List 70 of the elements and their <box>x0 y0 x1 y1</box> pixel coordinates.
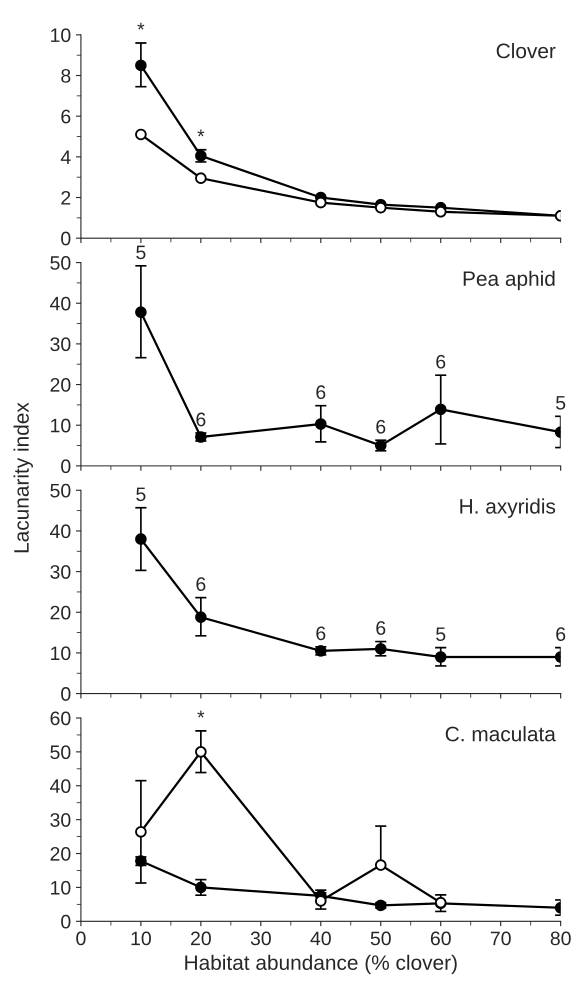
chart-title: Pea aphid <box>464 270 555 290</box>
chart-title: C. maculata <box>446 726 556 742</box>
y-tick-label: 60 <box>50 711 70 726</box>
point <box>195 746 207 758</box>
annotation: * <box>197 130 204 136</box>
point <box>135 306 147 318</box>
y-tick-label: 10 <box>51 28 70 42</box>
y-axis-title: Lacunarity index <box>14 402 33 552</box>
x-tick-label: 30 <box>250 932 271 946</box>
annotation: 6 <box>316 626 326 640</box>
y-tick-label: 2 <box>61 190 70 205</box>
x-tick-label: 60 <box>430 932 451 946</box>
annotation: 5 <box>436 627 446 642</box>
x-tick-label: 20 <box>191 932 211 946</box>
x-tick-label: 80 <box>550 932 571 946</box>
y-tick-label: 40 <box>50 779 70 793</box>
x-axis-title: Habitat abundance (% clover) <box>185 954 457 974</box>
y-tick-label: 0 <box>61 459 70 474</box>
y-tick-label: 30 <box>50 565 70 579</box>
y-tick-label: 20 <box>50 846 70 861</box>
point <box>195 172 207 184</box>
x-tick-label: 10 <box>132 932 151 946</box>
y-tick-label: 50 <box>50 484 70 498</box>
annotation: 6 <box>436 354 446 369</box>
annotation: 6 <box>376 420 386 434</box>
y-tick-label: 4 <box>60 150 71 164</box>
x-tick-label: 40 <box>310 932 331 946</box>
y-tick-label: 20 <box>50 378 70 392</box>
annotation: 6 <box>196 577 206 592</box>
chart-title: Clover <box>496 42 556 58</box>
point <box>195 611 207 623</box>
y-tick-label: 30 <box>50 337 70 352</box>
annotation: 5 <box>136 246 146 260</box>
y-tick-label: 50 <box>50 745 70 760</box>
y-tick-label: 6 <box>61 110 70 124</box>
annotation: 6 <box>376 621 386 635</box>
point <box>315 418 327 430</box>
point <box>434 651 446 663</box>
y-tick-label: 0 <box>61 687 70 701</box>
x-tick-label: 50 <box>370 932 391 946</box>
y-tick-label: 0 <box>61 914 70 929</box>
point <box>374 859 387 871</box>
annotation: 6 <box>556 627 566 642</box>
y-tick-label: 50 <box>50 256 70 270</box>
y-tick-label: 8 <box>61 68 70 83</box>
x-tick-label: 70 <box>490 932 511 946</box>
y-tick-label: 10 <box>51 646 70 660</box>
point <box>135 533 147 545</box>
point <box>135 60 147 72</box>
annotation: 5 <box>136 488 146 502</box>
y-tick-label: 40 <box>50 524 70 538</box>
y-tick-label: 10 <box>51 418 70 432</box>
point <box>374 643 387 655</box>
annotation: 6 <box>316 385 326 400</box>
y-tick-label: 20 <box>50 606 70 620</box>
annotation: 6 <box>196 412 206 426</box>
y-tick-label: 40 <box>50 296 70 310</box>
point <box>434 404 446 416</box>
annotation: * <box>197 710 204 718</box>
point <box>374 900 387 912</box>
point <box>135 128 147 140</box>
point <box>135 826 147 838</box>
annotation: * <box>137 22 144 30</box>
y-tick-label: 0 <box>61 232 70 246</box>
annotation: 5 <box>556 396 566 410</box>
x-tick-label: 0 <box>76 932 86 946</box>
point <box>195 882 207 894</box>
y-tick-label: 30 <box>50 813 70 827</box>
chart-title: H. axyridis <box>460 498 556 518</box>
y-tick-label: 10 <box>51 880 70 895</box>
